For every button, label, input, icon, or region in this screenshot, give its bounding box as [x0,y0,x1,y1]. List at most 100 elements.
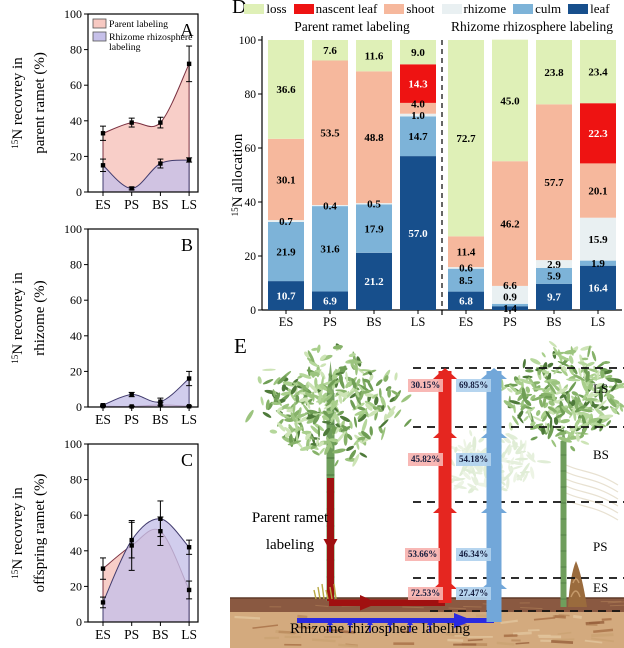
legend-label: Rhizome rhizosphere [109,32,193,43]
panel-letter-B: B [181,235,193,255]
panel-c-recovery-offspring-ramet: 0 20 40 60 80 100 ES PS BS LS C 15N recovrey in offs… [0,430,230,648]
segment-value: 23.4 [588,66,608,78]
svg-text:100: 100 [239,35,257,47]
data-marker [186,587,192,593]
bar-segment-nascent-leaf [400,64,436,103]
data-marker [158,120,163,125]
flow-share-parent-ps: 53.66% [405,548,441,561]
data-marker [100,163,106,168]
bar-segment-shoot [312,60,348,205]
parent-transfer-arrow [438,371,452,603]
data-marker [186,404,192,409]
legend-item-shoot: shoot [384,1,435,17]
group-title: Rhizome rhizosphere labeling [451,19,613,34]
svg-text:100: 100 [64,7,82,21]
flow-share-rhizo-es: 27.47% [456,587,492,600]
segment-value: 8.5 [459,275,473,287]
chart-C: 0 20 40 60 80 100 ES PS BS LS C 15N recovrey in offs… [10,437,199,642]
segment-value: 14.7 [408,131,428,143]
rhizome-rhizosphere-labeling-label: Rhizome rhizosphere labeling [290,621,470,637]
segment-value: 16.4 [588,283,608,295]
panel-d-letter: D [232,0,247,18]
panel-a-recovery-parent-ramet: 0 20 40 60 80 100 ES PS BS LS A 15N recovrey in pare… [0,0,230,215]
x-tick-ES: ES [459,315,474,329]
bar-segment-loss [580,40,616,104]
segment-value: 21.2 [364,276,384,288]
segment-value: 15.9 [588,234,608,246]
parent-ramet-labeling-label-line2: labeling [265,537,315,553]
bar-segment-rhizome [356,203,392,205]
panel-d-allocation: D loss nascent leaf shoot rhizome culm leaf 0… [230,0,624,335]
bar-segment-culm [400,116,436,157]
segment-value: 30.1 [276,174,295,186]
segment-value: 0.9 [503,291,517,303]
data-marker [100,600,106,605]
svg-text:80: 80 [70,473,82,487]
svg-text:0: 0 [76,400,82,414]
panel-letter-C: C [181,450,193,470]
bar-segment-rhizome [312,205,348,207]
segment-value: 53.5 [320,128,340,140]
bar-segment-shoot [492,161,528,286]
data-marker [100,131,106,136]
svg-text:20: 20 [245,251,257,263]
foliage-cluster [245,343,412,467]
svg-text:80: 80 [70,258,82,272]
panel-letter-A: A [181,20,194,40]
svg-text:60: 60 [245,143,257,155]
x-tick-PS: PS [323,315,337,329]
segment-value: 6.9 [323,295,337,307]
bar-segment-loss [400,40,436,65]
group-title: Parent ramet labeling [294,19,410,34]
x-tick-BS: BS [546,315,561,329]
segment-value: 9.7 [547,292,561,304]
segment-value: 20.1 [588,185,607,197]
bar-segment-shoot [268,138,304,221]
bar-segment-culm [536,267,572,284]
svg-text:100: 100 [64,437,82,451]
segment-value: 48.8 [364,132,384,144]
panel-e-labeling-diagram: E Parent ramet labeling Rhizome rhizosph… [230,334,624,648]
svg-text:20: 20 [70,579,82,593]
x-tick-PS: PS [124,412,139,427]
foliage-cluster [499,340,624,452]
segment-value: 11.6 [365,50,384,62]
data-marker [158,161,163,166]
stage-label-es: ES [593,580,609,595]
chart-B: 0 20 40 60 80 100 ES PS BS LS B 15N recovrey in rhiz… [10,222,199,427]
data-marker [186,61,192,67]
bar-segment-leaf [356,252,392,310]
bar-segment-culm [268,222,304,282]
stage-label-ls: LS [593,381,609,396]
x-tick-PS: PS [503,315,517,329]
segment-value: 31.6 [320,244,340,256]
segment-value: 0.7 [279,216,293,228]
segment-value: 0.6 [459,263,473,275]
data-marker [100,566,106,571]
bar-segment-loss [492,39,528,162]
svg-text:15N recovrey in: 15N recovrey in [10,272,26,364]
bar-segment-shoot [400,102,436,114]
data-marker [186,157,192,163]
svg-text:80: 80 [245,89,257,101]
x-tick-LS: LS [181,412,197,427]
data-marker [158,402,163,408]
x-tick-PS: PS [124,197,139,212]
svg-text:15N recovrey in: 15N recovrey in [10,487,26,579]
flow-share-parent-es: 72.53% [408,587,444,600]
svg-text:0: 0 [76,615,82,629]
x-tick-LS: LS [181,197,197,212]
svg-text:20: 20 [70,149,82,163]
segment-value: 1.0 [411,110,425,122]
bar-segment-leaf [400,156,436,310]
flow-share-rhizo-ps: 46.34% [456,548,492,561]
bar-segment-leaf [448,291,484,310]
bar-segment-culm [492,303,528,307]
allocation-legend: loss nascent leaf shoot rhizome culm leaf [230,1,624,17]
x-tick-LS: LS [411,315,426,329]
segment-value: 45.0 [500,95,520,107]
bar-segment-leaf [312,291,348,310]
segment-value: 22.3 [588,128,608,140]
svg-text:40: 40 [70,114,82,128]
panel-b-recovery-rhizome: 0 20 40 60 80 100 ES PS BS LS B 15N recovrey in rhiz… [0,215,230,430]
